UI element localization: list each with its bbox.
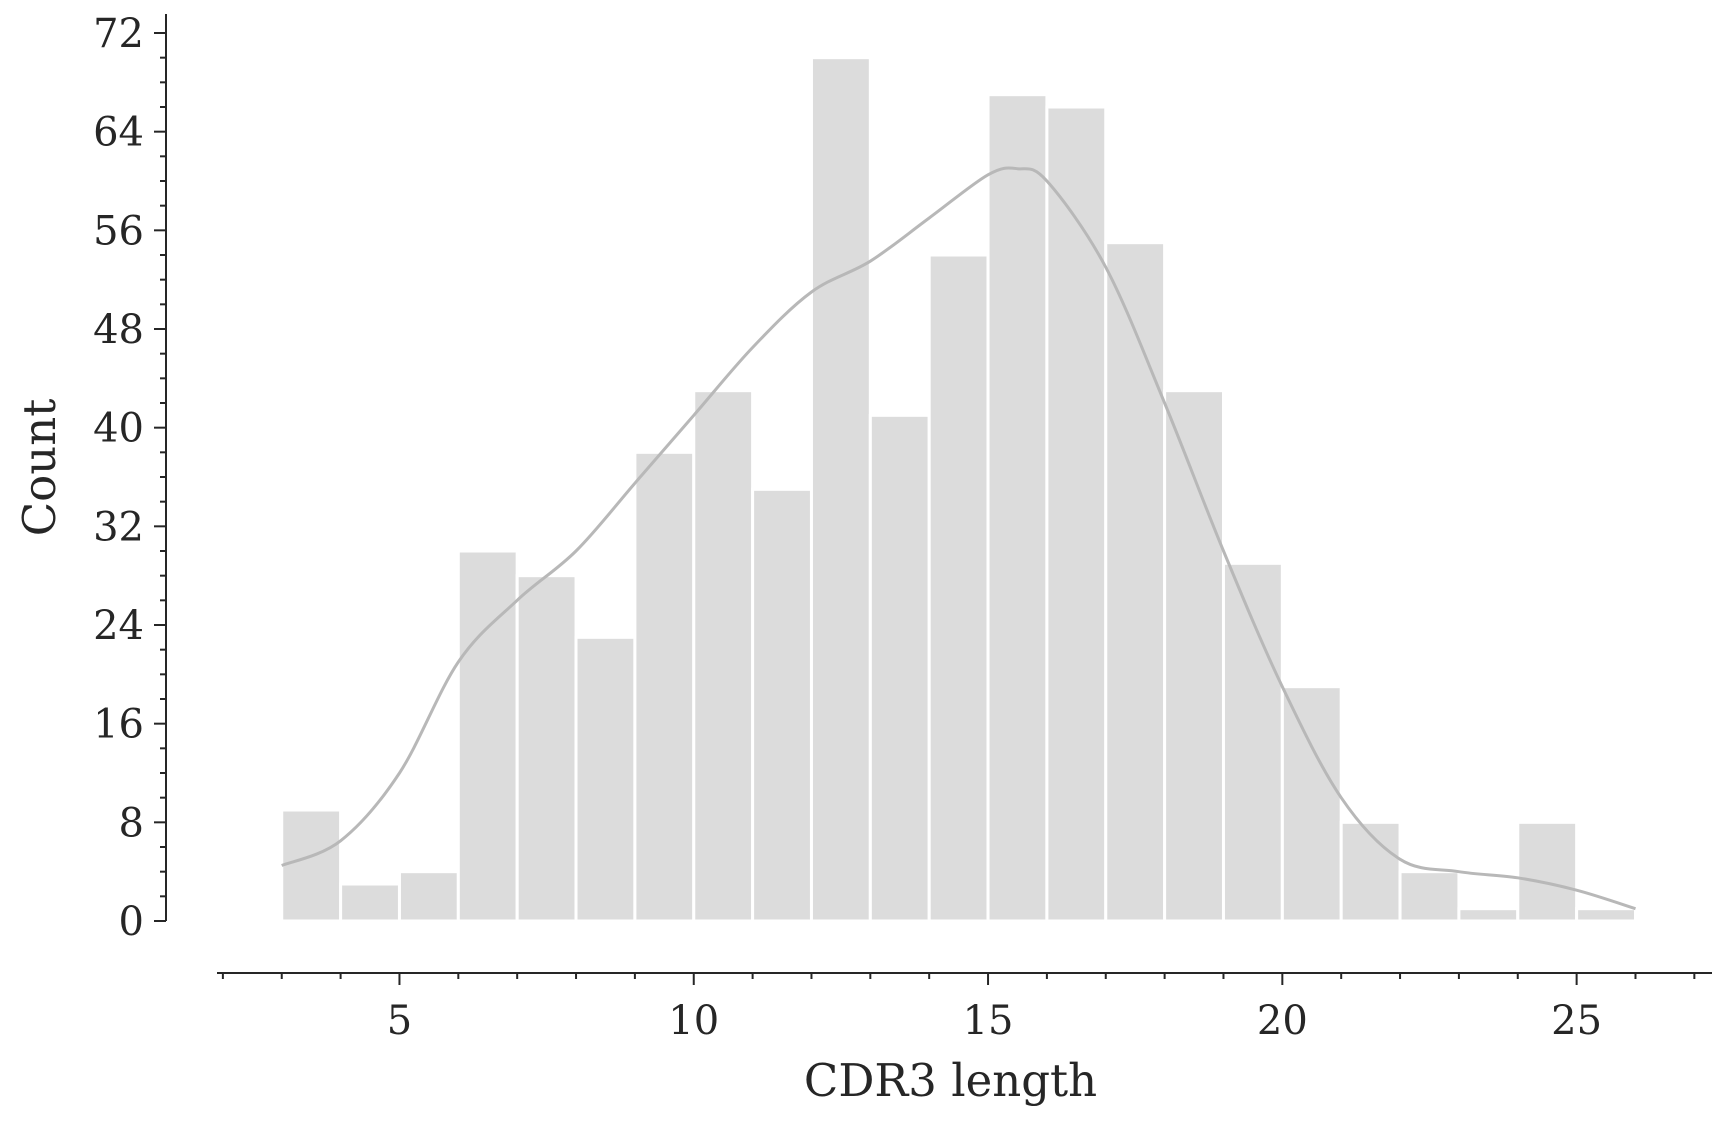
histogram-bar [809, 56, 872, 923]
x-tick-label: 5 [387, 998, 412, 1044]
histogram-bar [280, 808, 343, 923]
histogram-bar [1339, 820, 1402, 923]
y-tick-label: 64 [93, 110, 144, 156]
histogram-bar [1163, 389, 1225, 923]
y-tick-label: 40 [93, 406, 144, 452]
histogram-bar [1045, 105, 1108, 923]
histogram-bar [927, 253, 990, 923]
y-tick-label: 32 [93, 504, 144, 550]
x-axis: 5 10 15 20 25 [217, 972, 1712, 1044]
y-axis: 0 8 16 24 32 40 48 56 64 72 [93, 11, 167, 945]
x-tick-label: 25 [1551, 998, 1602, 1044]
y-tick-label: 8 [119, 800, 144, 846]
histogram-bar [397, 870, 460, 923]
y-tick-label: 0 [119, 899, 144, 945]
y-tick-label: 72 [93, 11, 144, 57]
y-tick-label: 48 [93, 307, 144, 353]
histogram-bar [515, 574, 578, 923]
kde-curve [281, 166, 1636, 911]
y-tick-label: 24 [93, 603, 144, 649]
x-tick-label: 10 [668, 998, 719, 1044]
y-axis-title: Count [13, 399, 66, 537]
x-tick-label: 20 [1257, 998, 1308, 1044]
x-tick-label: 15 [963, 998, 1014, 1044]
x-axis-title: CDR3 length [804, 1054, 1097, 1107]
histogram-bar [751, 487, 813, 923]
histogram-bar [633, 450, 696, 923]
histogram-bar [1280, 685, 1343, 923]
histogram-bar [1221, 561, 1284, 923]
histogram-bar [574, 635, 637, 923]
histogram-bar [868, 413, 931, 923]
histogram-bar [339, 882, 401, 923]
histogram-bar [1457, 907, 1520, 923]
histogram-bar [986, 93, 1049, 923]
histogram-bars [280, 56, 1637, 923]
histogram-bar [1575, 907, 1637, 923]
y-tick-label: 16 [93, 702, 144, 748]
y-tick-label: 56 [93, 208, 144, 254]
histogram-bar [1398, 870, 1461, 923]
histogram-bar [1104, 241, 1167, 923]
histogram-bar [692, 389, 755, 923]
histogram-bar [456, 549, 519, 923]
histogram-bar [1516, 820, 1579, 923]
